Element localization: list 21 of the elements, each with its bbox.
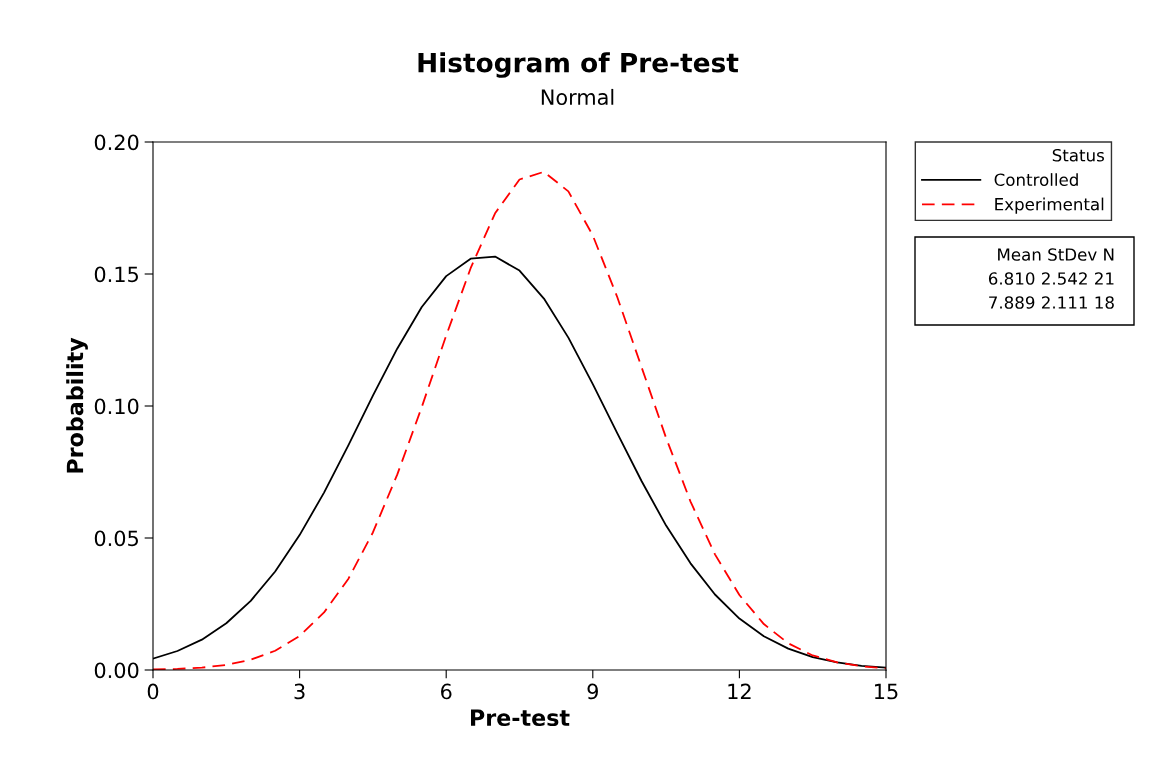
text: 7.889 2.111 18 [989,296,1114,309]
y-tick-label: 0.20 [94,134,139,151]
y-tick-label: 0.15 [94,266,138,283]
legend-label: Experimental [995,197,1104,214]
x-axis-title: Pre-test [471,709,570,727]
legend-title: Status [1052,148,1104,162]
x-tick-label: 12 [728,683,751,700]
text: 6.810 2.542 21 [988,272,1114,285]
x-tick-label: 15 [875,683,898,700]
x-tick-label: 6 [441,683,452,700]
chart-title: Histogram of Pre-test [418,52,739,78]
y-tick-label: 0.00 [94,662,139,679]
legend-label: Controlled [994,173,1078,187]
y-tick-label: 0.10 [94,398,139,415]
x-tick-label: 3 [294,683,305,700]
text: Mean StDev N [998,248,1114,261]
chart-subtitle: Normal [541,88,614,106]
x-tick-label: 9 [587,683,598,700]
x-tick-label: 0 [147,683,159,700]
y-tick-label: 0.05 [94,530,138,547]
y-axis-title: Probability [66,337,88,473]
